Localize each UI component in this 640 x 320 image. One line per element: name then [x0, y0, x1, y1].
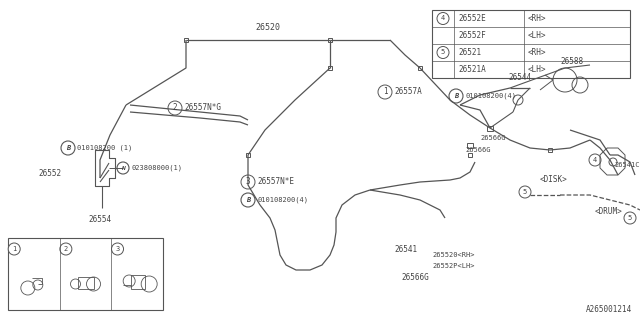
Circle shape [519, 186, 531, 198]
Bar [468, 153, 472, 157]
Circle shape [449, 89, 463, 103]
Text: <DRUM>: <DRUM> [595, 207, 623, 217]
Text: A265001214: A265001214 [586, 305, 632, 314]
Bar [467, 142, 473, 148]
Text: 26566G: 26566G [480, 135, 506, 141]
Text: 26557A: 26557A [394, 87, 422, 97]
Text: 3: 3 [246, 178, 250, 187]
Bar [328, 66, 332, 70]
Text: 26588: 26588 [560, 58, 583, 67]
Text: 26521A: 26521A [458, 65, 486, 74]
Circle shape [241, 193, 255, 207]
Bar [432, 10, 630, 78]
Circle shape [168, 101, 182, 115]
Text: 5: 5 [523, 189, 527, 195]
Text: 5: 5 [628, 215, 632, 221]
Text: 26552E: 26552E [458, 14, 486, 23]
Circle shape [119, 164, 127, 172]
Text: 023808000(1): 023808000(1) [131, 165, 182, 171]
Text: 4: 4 [593, 157, 597, 163]
Text: 26566G: 26566G [401, 274, 429, 283]
Bar [131, 275, 145, 289]
Text: B: B [246, 197, 250, 204]
Circle shape [111, 243, 124, 255]
Text: 010108200 (1): 010108200 (1) [77, 145, 132, 151]
Text: 010108200(4): 010108200(4) [257, 197, 308, 203]
Text: <DISK>: <DISK> [540, 175, 568, 185]
Circle shape [61, 141, 75, 155]
Text: 26541C: 26541C [614, 162, 639, 168]
Text: 5: 5 [441, 50, 445, 55]
Text: 3: 3 [115, 246, 120, 252]
Text: 26557N*G: 26557N*G [184, 103, 221, 113]
Text: 26552P<LH>: 26552P<LH> [432, 263, 474, 269]
Text: 26552: 26552 [39, 169, 62, 178]
Text: 26554: 26554 [88, 215, 111, 225]
Bar [487, 125, 493, 131]
Text: 26552F: 26552F [458, 31, 486, 40]
Circle shape [589, 154, 601, 166]
Bar [328, 38, 332, 42]
Text: 26541: 26541 [395, 245, 418, 254]
Text: B: B [454, 93, 458, 100]
Text: 265520<RH>: 265520<RH> [432, 252, 474, 258]
Text: 26566G: 26566G [465, 147, 490, 153]
Text: <LH>: <LH> [528, 65, 547, 74]
Circle shape [8, 243, 20, 255]
Text: B: B [66, 146, 70, 151]
Circle shape [378, 85, 392, 99]
Circle shape [117, 162, 129, 174]
Text: <LH>: <LH> [528, 31, 547, 40]
Bar [77, 277, 93, 289]
Text: 26557N*E: 26557N*E [257, 178, 294, 187]
Text: 26521: 26521 [458, 48, 481, 57]
Circle shape [437, 12, 449, 25]
Circle shape [241, 175, 255, 189]
Bar [548, 148, 552, 152]
Bar [488, 126, 492, 130]
Text: N: N [121, 166, 125, 171]
Bar [246, 153, 250, 157]
Bar [184, 38, 188, 42]
Text: 26544: 26544 [508, 74, 531, 83]
Circle shape [624, 212, 636, 224]
Bar [8, 238, 163, 310]
Circle shape [437, 46, 449, 59]
Text: 2: 2 [64, 246, 68, 252]
Text: 26520: 26520 [255, 23, 280, 33]
Text: <RH>: <RH> [528, 48, 547, 57]
Text: 010108200(4): 010108200(4) [465, 93, 516, 99]
Text: 4: 4 [441, 15, 445, 21]
Bar [418, 66, 422, 70]
Text: <RH>: <RH> [528, 14, 547, 23]
Text: 1: 1 [12, 246, 17, 252]
Text: 1: 1 [383, 87, 387, 97]
Text: 2: 2 [173, 103, 177, 113]
Circle shape [60, 243, 72, 255]
